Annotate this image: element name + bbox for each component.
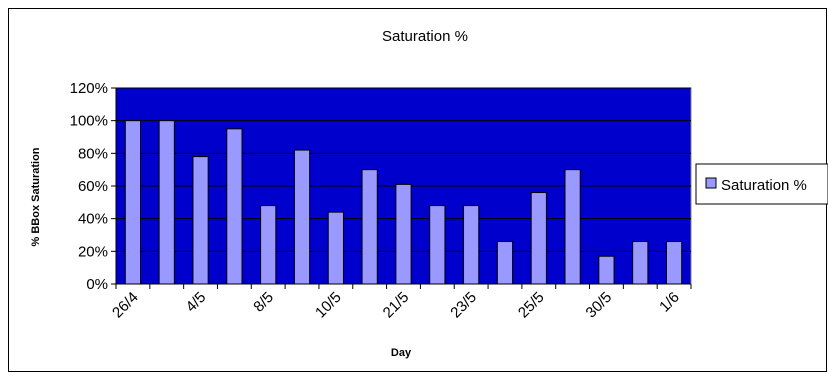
- y-tick-label: 60%: [78, 178, 108, 195]
- x-tick-label: 26/4: [109, 289, 142, 322]
- bar: [327, 211, 344, 285]
- bar: [665, 241, 683, 285]
- y-tick-label: 100%: [70, 113, 108, 130]
- chart-container: Saturation % 0% 20% 40% 60% 80% 100% 120% 26/4…: [8, 8, 828, 372]
- x-tick-label: 1/6: [656, 289, 683, 316]
- y-axis-title: % BBox Saturation: [30, 147, 42, 246]
- x-tick-label: 4/5: [183, 289, 210, 316]
- x-tick-label: 10/5: [312, 289, 345, 322]
- x-axis: 26/4 4/5 8/5 10/5 21/5 23/5 25/5 30/5 1/6: [109, 283, 692, 322]
- bar: [124, 120, 142, 285]
- bar: [632, 241, 649, 285]
- bar: [463, 205, 480, 285]
- x-tick-label: 21/5: [380, 289, 413, 322]
- chart-title: Saturation %: [382, 28, 468, 45]
- bar: [496, 241, 514, 285]
- bar: [564, 169, 581, 285]
- bar: [226, 128, 243, 285]
- bar: [260, 205, 277, 285]
- x-axis-title: Day: [391, 347, 412, 359]
- y-tick-label: 20%: [78, 243, 108, 260]
- legend: Saturation %: [695, 163, 828, 205]
- x-tick-label: 8/5: [250, 289, 277, 316]
- bar: [361, 169, 378, 285]
- bar: [192, 156, 209, 285]
- y-axis: 0% 20% 40% 60% 80% 100% 120%: [70, 80, 117, 293]
- y-tick-label: 0%: [86, 276, 108, 293]
- bar: [429, 205, 446, 285]
- bar-chart: Saturation % 0% 20% 40% 60% 80% 100% 120% 26/4…: [30, 28, 828, 359]
- legend-box: [695, 163, 828, 205]
- y-tick-label: 120%: [70, 80, 108, 97]
- bar: [158, 120, 175, 285]
- y-tick-label: 80%: [78, 145, 108, 162]
- bar: [293, 149, 311, 285]
- legend-swatch: [705, 177, 717, 189]
- x-tick-label: 30/5: [583, 289, 616, 322]
- bar: [598, 255, 615, 285]
- bar: [395, 183, 412, 285]
- plot-area: [115, 87, 692, 285]
- bar: [530, 192, 547, 285]
- x-tick-label: 23/5: [447, 289, 480, 322]
- x-tick-label: 25/5: [515, 289, 548, 322]
- legend-label: Saturation %: [721, 177, 807, 194]
- y-tick-label: 40%: [78, 211, 108, 228]
